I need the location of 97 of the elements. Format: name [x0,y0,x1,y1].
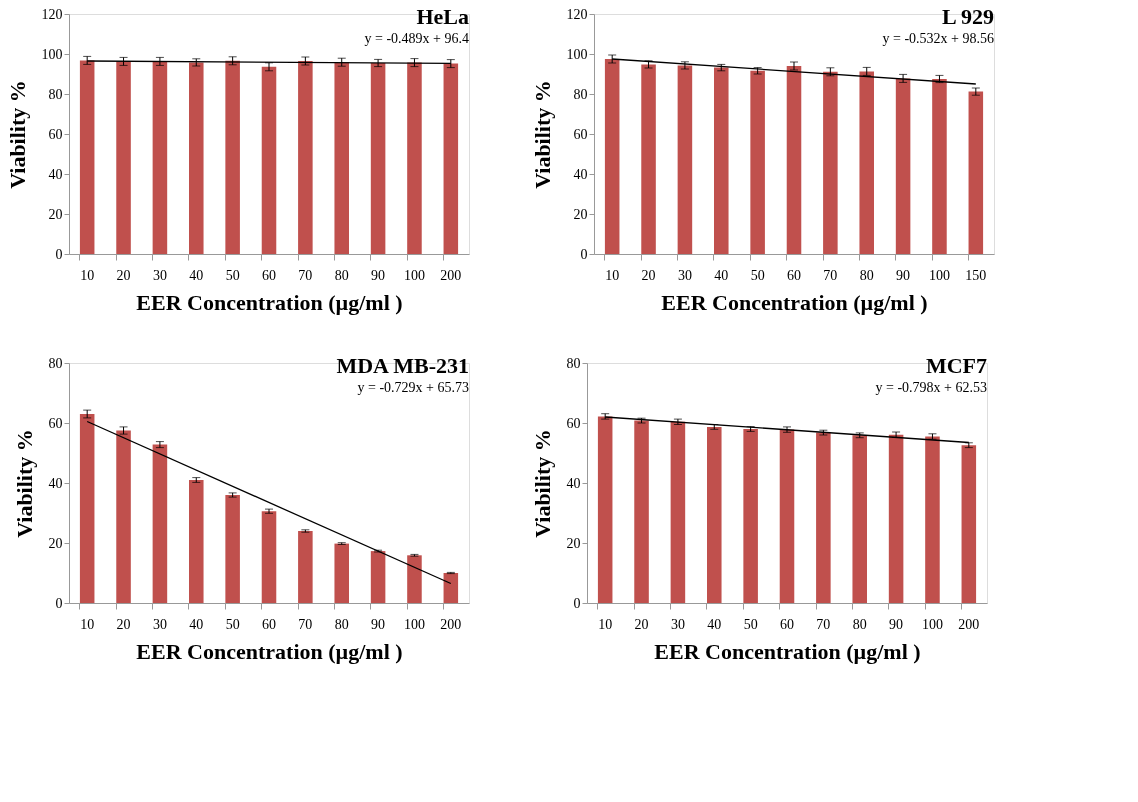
y-tick-label: 40 [573,166,588,182]
x-axis-title: EER Concentration (µg/ml ) [136,638,403,664]
x-tick-label: 70 [816,616,831,632]
y-tick-label: 20 [48,206,63,222]
x-tick-label: 40 [707,616,722,632]
x-axis-title: EER Concentration (µg/ml ) [654,638,921,664]
x-tick-label: 90 [889,616,904,632]
annotation: y = -0.729x + 65.73 [357,380,469,395]
y-tick-label: 0 [573,595,581,611]
x-tick-label: 60 [787,267,801,283]
y-axis-title: Viability % [4,80,30,189]
y-tick-label: 120 [566,6,588,22]
y-axis-title: Viability % [529,429,555,538]
x-tick-label: 40 [189,267,204,283]
bar [407,555,422,603]
x-tick-label: 70 [823,267,838,283]
x-tick-label: 100 [403,267,425,283]
x-axis-title: EER Concentration (µg/ml ) [661,289,928,315]
x-tick-label: 90 [371,616,386,632]
y-axis-title: Viability % [529,80,555,189]
bar [895,78,911,254]
bar [932,79,947,254]
bar [443,573,459,603]
y-tick-label: 100 [41,46,63,62]
x-tick-label: 80 [852,616,867,632]
x-tick-label: 70 [298,616,313,632]
x-tick-label: 10 [598,616,613,632]
x-tick-label: 90 [896,267,911,283]
x-tick-label: 60 [262,267,276,283]
bar [604,59,620,254]
y-axis-title: Viability % [11,429,37,538]
y-tick-label: 60 [48,126,63,142]
x-tick-label: 20 [641,267,656,283]
y-tick-label: 80 [48,355,63,371]
bar [298,531,313,603]
x-tick-label: 60 [780,616,794,632]
annotation: y = -0.798x + 62.53 [875,380,987,395]
x-tick-label: 60 [262,616,276,632]
x-tick-label: 90 [371,267,386,283]
bar [786,66,802,254]
x-tick-label: 100 [921,616,943,632]
x-tick-label: 50 [225,267,240,283]
x-tick-label: 100 [403,616,425,632]
bar [641,64,656,254]
y-tick-label: 40 [48,475,63,491]
x-tick-label: 20 [116,616,131,632]
bar [334,543,349,603]
bar [707,426,722,603]
chart-title: L 929 [942,4,994,29]
y-tick-label: 80 [48,86,63,102]
bar [79,414,95,603]
x-tick-label: 50 [225,616,240,632]
annotation: y = -0.532x + 98.56 [882,31,994,46]
chart-title: MCF7 [925,353,987,378]
x-tick-label: 40 [714,267,729,283]
x-tick-label: 70 [298,267,313,283]
x-tick-label: 10 [605,267,620,283]
x-tick-label: 30 [152,616,167,632]
x-tick-label: 40 [189,616,204,632]
x-tick-label: 30 [677,267,692,283]
x-axis-title: EER Concentration (µg/ml ) [136,289,403,315]
x-tick-label: 20 [116,267,131,283]
y-tick-label: 0 [580,246,588,262]
y-tick-label: 60 [48,415,63,431]
x-tick-label: 20 [634,616,649,632]
chart-title: HeLa [416,4,469,29]
y-tick-label: 20 [573,206,588,222]
bar [370,551,386,603]
x-tick-label: 10 [80,267,95,283]
x-tick-label: 150 [965,267,987,283]
y-tick-label: 40 [566,475,581,491]
y-tick-label: 20 [566,535,581,551]
x-tick-label: 80 [334,616,349,632]
chart-title: MDA MB-231 [336,353,469,378]
y-tick-label: 0 [55,595,63,611]
y-tick-label: 20 [48,535,63,551]
x-tick-label: 200 [958,616,980,632]
y-tick-label: 40 [48,166,63,182]
y-tick-label: 60 [573,126,588,142]
x-tick-label: 50 [743,616,758,632]
y-tick-label: 120 [41,6,63,22]
x-tick-label: 30 [152,267,167,283]
x-tick-label: 80 [334,267,349,283]
y-tick-label: 60 [566,415,581,431]
x-tick-label: 200 [440,616,462,632]
annotation: y = -0.489x + 96.4 [364,31,469,46]
x-tick-label: 50 [750,267,765,283]
x-tick-label: 80 [859,267,874,283]
y-tick-label: 0 [55,246,63,262]
x-tick-label: 10 [80,616,95,632]
x-tick-label: 100 [928,267,950,283]
x-tick-label: 200 [440,267,462,283]
y-tick-label: 100 [566,46,588,62]
y-tick-label: 80 [573,86,588,102]
bar [859,71,874,254]
y-tick-label: 80 [566,355,581,371]
x-tick-label: 30 [670,616,685,632]
